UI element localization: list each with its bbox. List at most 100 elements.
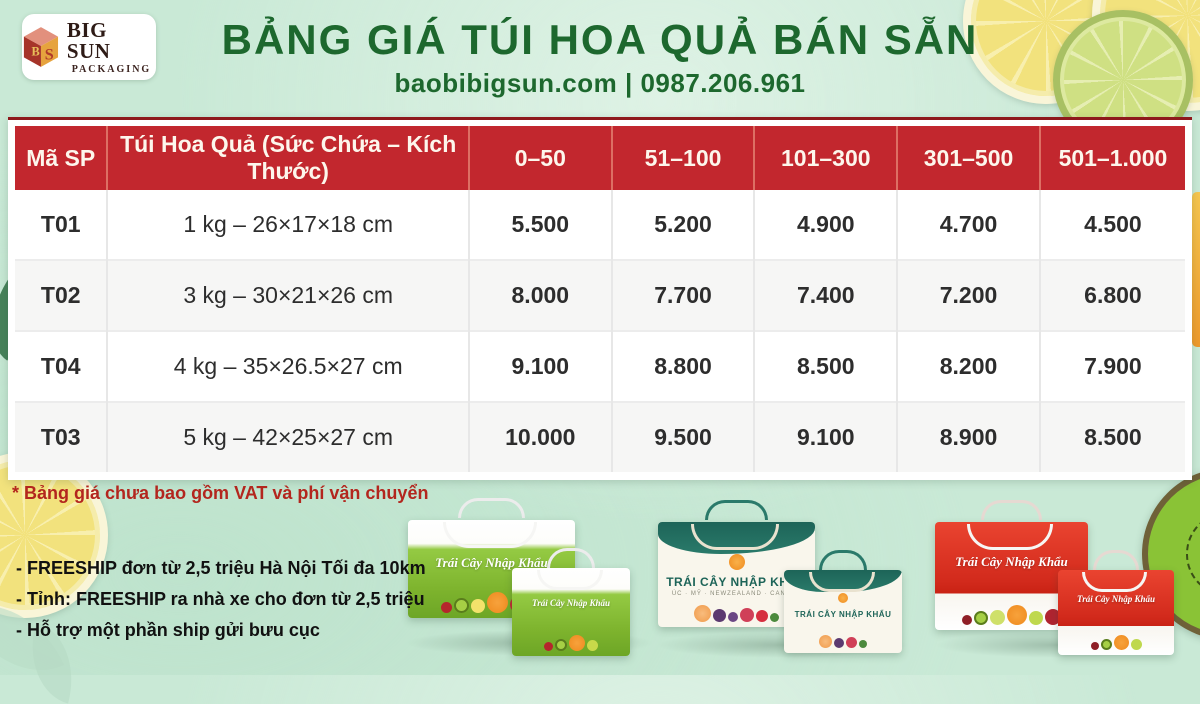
bag-label: Trái Cây Nhập Khẩu xyxy=(435,555,548,571)
bigsun-cube-icon: B S xyxy=(23,27,59,67)
strawberry-icon xyxy=(756,610,768,622)
shipping-note-line: - FREESHIP đơn từ 2,5 triệu Hà Nội Tối đ… xyxy=(16,558,426,578)
fruit-band xyxy=(1058,635,1174,650)
price-cell: 9.100 xyxy=(753,401,898,472)
product-code-cell: T03 xyxy=(15,401,108,472)
best-price-cell: 7.900 xyxy=(1038,330,1185,402)
best-price-cell: 8.500 xyxy=(1038,401,1185,472)
kiwi-icon xyxy=(555,639,567,651)
product-desc-cell: 5 kg – 42×25×27 cm xyxy=(106,401,469,472)
grape-icon xyxy=(728,612,738,622)
green-fruit-bag-small: Trái Cây Nhập Khẩu xyxy=(512,548,630,656)
kiwi-icon xyxy=(974,611,988,625)
bag-label: Trái Cây Nhập Khẩu xyxy=(532,597,610,608)
orange-icon xyxy=(569,635,585,651)
bag-handle-icon xyxy=(819,550,867,570)
fruit-band xyxy=(935,605,1088,625)
bag-handle-icon xyxy=(458,498,525,518)
orange-icon xyxy=(1113,635,1129,650)
column-header-qty-301-500: 301–500 xyxy=(896,126,1040,190)
raspberry-icon xyxy=(740,608,754,622)
pomegranate-icon xyxy=(1045,609,1061,625)
table-row: T02 3 kg – 30×21×26 cm 8.000 7.700 7.400… xyxy=(15,259,1185,331)
column-header-qty-0-50: 0–50 xyxy=(467,126,612,190)
bigsun-logo: B S BIG SUN PACKAGING xyxy=(22,14,156,80)
price-cell: 8.200 xyxy=(896,330,1040,402)
bag-handle-icon xyxy=(980,500,1043,520)
red-fruit-bag-small: Trái Cây Nhập Khẩu xyxy=(1058,550,1174,655)
cube-letter-b: B xyxy=(31,45,39,59)
orange-slice-edge-decor xyxy=(1192,192,1200,347)
table-row: T03 5 kg – 42×25×27 cm 10.000 9.500 9.10… xyxy=(15,401,1185,472)
table-row: T01 1 kg – 26×17×18 cm 5.500 5.200 4.900… xyxy=(15,190,1185,260)
apple-icon xyxy=(1029,611,1043,625)
price-cell: 9.500 xyxy=(610,401,755,472)
logo-tagline: PACKAGING xyxy=(71,63,152,75)
orange-logo-icon xyxy=(728,553,745,570)
bag-handle-icon xyxy=(1092,550,1140,570)
orange-logo-icon xyxy=(838,593,848,604)
bag-label: TRÁI CÂY NHẬP KHẨU xyxy=(794,609,892,619)
bag-rope-icon xyxy=(967,524,1053,550)
product-desc-cell: 3 kg – 30×21×26 cm xyxy=(106,259,469,331)
best-price-cell: 4.500 xyxy=(1038,190,1185,260)
price-cell: 5.200 xyxy=(610,190,755,260)
product-code-cell: T01 xyxy=(15,190,108,260)
price-cell: 7.400 xyxy=(753,259,898,331)
cherry-icon xyxy=(544,642,553,651)
price-cell: 5.500 xyxy=(467,190,612,260)
raspberry-icon xyxy=(846,637,857,648)
cherry-icon xyxy=(962,615,972,625)
lime-icon xyxy=(990,610,1005,625)
orange-icon xyxy=(1007,605,1027,625)
column-header-qty-51-100: 51–100 xyxy=(610,126,755,190)
orange-icon xyxy=(487,592,508,613)
shipping-notes: - FREESHIP đơn từ 2,5 triệu Hà Nội Tối đ… xyxy=(16,553,426,646)
grape-icon xyxy=(834,638,844,648)
kiwi-icon xyxy=(454,598,469,613)
bag-handle-icon xyxy=(547,548,595,568)
column-header-qty-501-1000: 501–1.000 xyxy=(1038,126,1185,190)
apple-icon xyxy=(587,640,598,651)
bag-sublabel: ÚC · MỸ · NEWZEALAND · CANADA xyxy=(671,591,802,598)
grape-icon xyxy=(713,609,726,622)
table-header-row: Mã SP Túi Hoa Quả (Sức Chứa – Kích Thước… xyxy=(15,126,1185,190)
price-cell: 10.000 xyxy=(467,401,612,472)
bag-handle-icon xyxy=(705,500,768,520)
peach-icon xyxy=(819,635,832,648)
shipping-note-line: - Hỗ trợ một phần ship gửi bưu cục xyxy=(16,620,320,640)
bag-rope-icon xyxy=(1082,572,1148,592)
product-code-cell: T04 xyxy=(15,330,108,402)
fruit-band xyxy=(658,605,815,622)
column-header-code: Mã SP xyxy=(15,126,108,190)
price-cell: 7.700 xyxy=(610,259,755,331)
column-header-product: Túi Hoa Quả (Sức Chứa – Kích Thước) xyxy=(106,126,469,190)
price-table: Mã SP Túi Hoa Quả (Sức Chứa – Kích Thước… xyxy=(8,117,1192,480)
bag-rope-icon xyxy=(808,572,875,592)
fruit-band xyxy=(512,635,630,651)
table-row: T04 4 kg – 35×26.5×27 cm 9.100 8.800 8.5… xyxy=(15,330,1185,402)
kiwi-icon xyxy=(1100,639,1112,650)
page-title: BẢNG GIÁ TÚI HOA QUẢ BÁN SẴN xyxy=(221,16,979,63)
price-cell: 8.500 xyxy=(753,330,898,402)
price-cell: 4.900 xyxy=(753,190,898,260)
price-cell: 8.000 xyxy=(467,259,612,331)
column-header-qty-101-300: 101–300 xyxy=(753,126,898,190)
price-cell: 7.200 xyxy=(896,259,1040,331)
cherry-icon xyxy=(441,602,452,613)
fruit-band xyxy=(784,635,902,648)
bag-rope-icon xyxy=(536,570,603,590)
shipping-note-line: - Tỉnh: FREESHIP ra nhà xe cho đơn từ 2,… xyxy=(16,589,425,609)
bag-label: TRÁI CÂY NHẬP KHẨU xyxy=(666,574,807,589)
leaf-icon xyxy=(859,640,867,648)
teal-fruit-bag-small: TRÁI CÂY NHẬP KHẨU xyxy=(784,550,902,653)
price-cell: 4.700 xyxy=(896,190,1040,260)
cherry-icon xyxy=(1090,642,1099,650)
product-desc-cell: 4 kg – 35×26.5×27 cm xyxy=(106,330,469,402)
bag-rope-icon xyxy=(690,524,779,550)
bag-label: Trái Cây Nhập Khẩu xyxy=(955,554,1068,570)
apple-icon xyxy=(1130,639,1142,650)
vat-disclaimer: * Bảng giá chưa bao gồm VAT và phí vận c… xyxy=(12,483,429,503)
bag-rope-icon xyxy=(443,522,537,548)
